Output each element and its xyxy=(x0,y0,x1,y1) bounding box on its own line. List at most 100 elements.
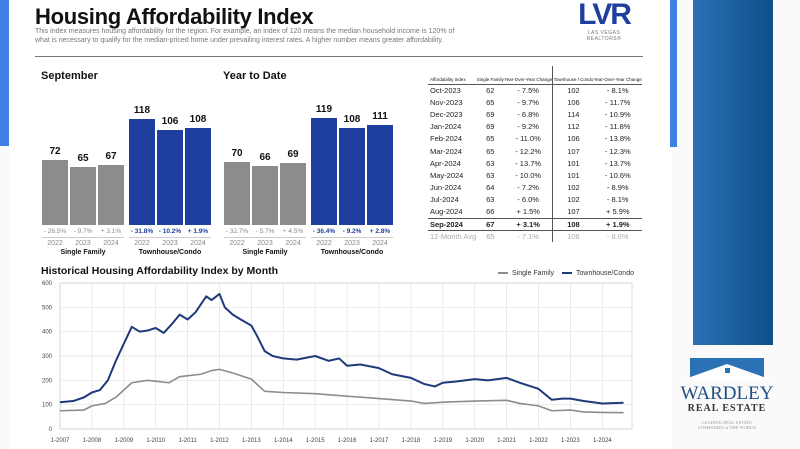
bar-value: 108 xyxy=(189,113,207,125)
bar-change: - 5.7% xyxy=(255,228,275,235)
table-cell: - 9.2% xyxy=(517,122,539,132)
wardley-tagline: LEADING REAL ESTATE COMPANIES of THE WOR… xyxy=(698,420,756,430)
legend-single-family: Single Family xyxy=(498,270,554,277)
bar-value: 118 xyxy=(133,104,151,116)
bar-year: 2022 xyxy=(316,240,332,247)
table-cell: 106 xyxy=(552,132,594,145)
legend-label: Townhouse/Condo xyxy=(576,270,634,277)
table-cell: 106 xyxy=(552,230,594,243)
table-cell: Dec-2023 xyxy=(430,109,463,119)
table-cell: 69 xyxy=(486,109,495,119)
column-header: Affordability Index xyxy=(428,66,477,85)
group-divider xyxy=(42,237,124,238)
group-divider xyxy=(224,237,306,238)
table-cell: - 11.0% xyxy=(515,134,541,144)
table-row: Apr-2024 63 - 13.7% 101 - 13.7% xyxy=(428,157,642,170)
x-tick-label: 1-2012 xyxy=(210,438,229,444)
table-cell: Aug-2024 xyxy=(430,207,463,217)
bar-value: 108 xyxy=(343,113,361,125)
table-cell: 114 xyxy=(552,108,594,121)
table-cell: May-2024 xyxy=(430,170,464,180)
x-tick-label: 1-2021 xyxy=(497,438,516,444)
group-divider xyxy=(311,237,393,238)
lvr-logo-subtitle: LAS VEGAS REALTORS® xyxy=(586,30,622,42)
table-cell: - 6.0% xyxy=(517,195,539,205)
bar-change: + 2.8% xyxy=(369,228,391,235)
table-cell: 107 xyxy=(552,144,594,158)
lvr-logo-mark: LVR xyxy=(578,0,632,31)
table-cell: 102 xyxy=(552,84,594,97)
table-cell: 65 xyxy=(486,97,495,107)
bar-value: 119 xyxy=(315,103,333,115)
table-row: Mar-2024 65 - 12.2% 107 - 12.3% xyxy=(428,144,642,158)
bar xyxy=(311,117,337,225)
y-tick-label: 0 xyxy=(49,427,53,433)
plot-frame xyxy=(59,282,633,430)
table-cell: - 7.2% xyxy=(517,183,539,193)
blue-banner xyxy=(693,0,773,345)
bar xyxy=(280,162,306,225)
x-tick-label: 1-2020 xyxy=(465,438,484,444)
column-header: Year-Over-Year Change xyxy=(593,66,642,85)
group-label: Single Family xyxy=(242,249,288,256)
house-roof-icon xyxy=(682,358,772,380)
y-tick-label: 400 xyxy=(42,330,53,336)
table-cell: 62 xyxy=(486,85,495,95)
x-tick-label: 1-2016 xyxy=(338,438,357,444)
left-accent-strip xyxy=(0,0,9,146)
table-row: Dec-2023 69 - 6.8% 114 - 10.9% xyxy=(428,108,642,121)
x-tick-label: 1-2014 xyxy=(274,438,293,444)
bar xyxy=(252,165,278,225)
table-cell: 65 xyxy=(486,232,495,242)
bar-year: 2022 xyxy=(134,240,150,247)
column-header: Year-Over-Year Change xyxy=(503,66,553,85)
table-cell: - 13.7% xyxy=(515,158,542,168)
bar-value: 65 xyxy=(77,152,89,164)
bar-value: 72 xyxy=(49,146,61,158)
table-row: Jul-2024 63 - 6.0% 102 - 8.1% xyxy=(428,193,642,206)
table-cell: 101 xyxy=(552,169,594,182)
bar-change: - 9.7% xyxy=(73,228,93,235)
table-cell: 63 xyxy=(486,170,495,180)
bar-change: + 4.5% xyxy=(282,228,304,235)
table-cell: - 13.7% xyxy=(604,158,631,168)
y-tick-label: 300 xyxy=(42,354,53,360)
wardley-sub: REAL ESTATE xyxy=(687,403,767,414)
series-line-townhouse-condo xyxy=(59,292,624,405)
table-cell: - 8.1% xyxy=(606,85,629,95)
bar-chart-title: September xyxy=(41,70,98,82)
scrollbar[interactable] xyxy=(670,0,677,147)
x-tick-label: 1-2009 xyxy=(114,438,133,444)
table-cell: 102 xyxy=(552,193,594,206)
bar xyxy=(367,125,393,225)
table-cell: 69 xyxy=(486,122,495,132)
column-header: Townhouse / Condo xyxy=(552,66,594,85)
table-row: May-2024 63 - 10.0% 101 - 10.6% xyxy=(428,169,642,182)
x-tick-label: 1-2007 xyxy=(51,438,70,444)
table-cell: - 8.9% xyxy=(606,183,629,193)
table-cell: - 11.7% xyxy=(605,97,631,107)
table-cell: 63 xyxy=(486,195,495,205)
x-tick-label: 1-2018 xyxy=(402,438,421,444)
table-cell: - 10.0% xyxy=(515,170,542,180)
table-cell: 107 xyxy=(552,205,594,219)
history-chart-title: Historical Housing Affordability Index b… xyxy=(41,265,279,277)
y-tick-label: 600 xyxy=(42,281,53,287)
table-row: Nov-2023 65 - 9.7% 106 - 11.7% xyxy=(428,96,642,109)
table-cell: - 10.6% xyxy=(604,170,631,180)
bar-year: 2022 xyxy=(229,240,245,247)
series-line-single-family xyxy=(59,368,624,414)
y-tick-label: 200 xyxy=(42,378,53,384)
table-cell: 108 xyxy=(552,217,594,231)
table-cell: 12-Month Avg xyxy=(430,232,477,242)
x-tick-label: 1-2022 xyxy=(529,438,548,444)
page-title: Housing Affordability Index xyxy=(35,4,314,29)
table-cell: Sep-2024 xyxy=(428,217,477,231)
table-row: Jun-2024 64 - 7.2% 102 - 8.9% xyxy=(428,181,642,194)
table-row: Feb-2024 65 - 11.0% 106 - 13.8% xyxy=(428,132,642,145)
group-divider xyxy=(129,237,211,238)
table-cell: 65 xyxy=(486,146,495,156)
affordability-table: Affordability Index Single Family Year-Ove… xyxy=(428,66,642,243)
bar-value: 106 xyxy=(161,115,179,127)
bar-value: 66 xyxy=(259,151,271,163)
